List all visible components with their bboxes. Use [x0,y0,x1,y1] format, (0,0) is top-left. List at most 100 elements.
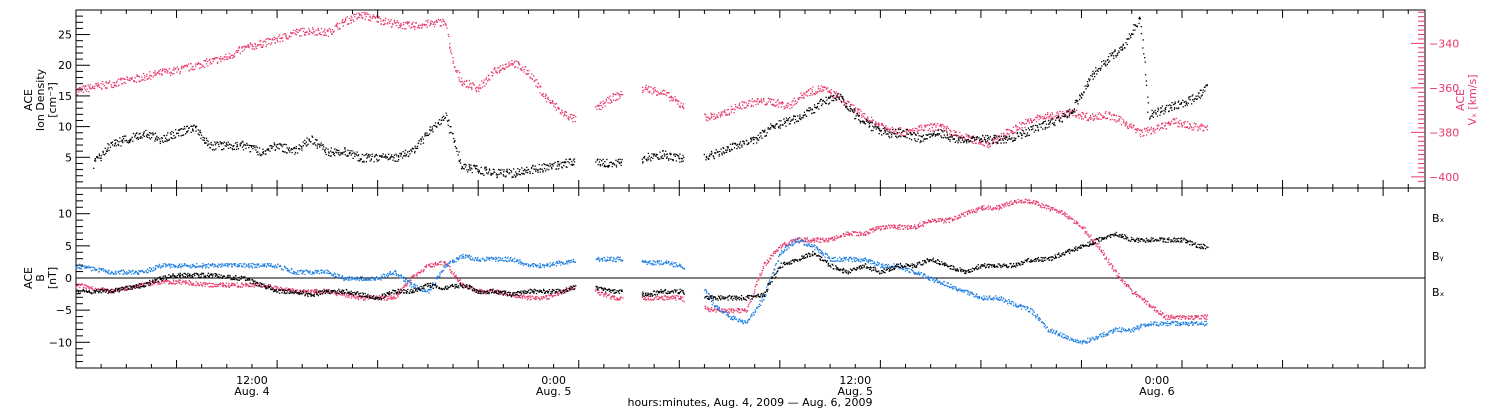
bz-point [530,298,532,301]
density-point [249,145,252,147]
density-point [521,173,524,175]
density-point [198,134,200,136]
bz-point [395,293,398,295]
vx-point [229,55,231,58]
vx-point [443,24,445,26]
bz-point [724,308,726,310]
vx-point [328,27,331,30]
density-point [874,125,876,128]
bz-point [449,266,451,268]
vx-point [965,133,967,135]
density-point [656,154,658,156]
density-point [915,134,917,136]
density-point [120,140,122,142]
density-point [1028,134,1030,137]
density-point [1071,109,1073,111]
vx-point [948,133,951,135]
vx-point [870,120,872,122]
bz-point [395,297,397,299]
density-point [752,142,755,145]
density-point [356,151,358,153]
density-point [320,144,322,146]
density-point [145,135,148,137]
bz-point [619,298,621,300]
bz-point [756,284,758,286]
bz-point [233,284,235,286]
vx-point [471,88,473,90]
density-point [818,102,820,104]
density-point [933,133,935,135]
bz-point [872,227,874,229]
density-point [332,153,335,155]
density-point [203,139,205,141]
vx-point [157,71,159,74]
density-point [805,115,808,117]
density-point [1030,129,1033,131]
bz-point [900,225,902,227]
density-point [952,138,954,140]
vx-point [932,129,934,132]
bz-point [536,298,538,300]
vx-point [429,23,432,25]
vx-point [260,46,262,48]
vx-point [750,100,752,102]
vx-point [848,101,850,103]
density-point [988,143,990,145]
vx-point [252,45,254,48]
density-point [148,131,151,134]
density-point [469,167,471,169]
bz-point [865,234,867,236]
vx-point [433,22,435,24]
bz-point [519,297,522,299]
vx-point [364,12,366,14]
vx-point [933,123,935,126]
vx-point [1051,112,1053,114]
vx-point [356,17,358,19]
bz-point [279,286,282,289]
bz-point [420,269,423,271]
bz-point [652,299,654,301]
vx-point [650,86,652,88]
density-point [741,146,743,148]
density-point [1144,74,1147,76]
density-point [806,109,808,112]
vx-point [794,100,797,102]
density-point [395,160,397,162]
vx-point [855,107,857,109]
vx-point [531,78,533,81]
bz-point [104,288,106,290]
density-point [1147,111,1149,113]
vx-point [1173,117,1175,120]
vx-point [736,106,738,108]
density-point [1111,54,1113,56]
density-point [859,120,862,123]
bz-point [348,294,350,297]
vx-point [670,97,673,99]
vx-point [445,25,447,27]
bz-point [775,250,777,252]
density-point [761,137,763,139]
vx-point [228,57,230,59]
density-point [619,158,621,160]
density-point [733,147,736,149]
bz-point [179,282,181,284]
vx-point [680,102,682,104]
density-point [422,142,425,144]
bz-point [397,292,399,295]
vx-point [374,16,376,18]
bz-point [516,296,518,298]
vx-point [81,87,83,89]
density-point [653,155,655,157]
density-point [677,155,679,157]
bz-point [567,288,569,290]
vx-point [858,112,860,114]
bz-point [802,240,804,243]
bz-point [228,286,231,288]
density-point [1000,135,1002,137]
vx-point [600,108,602,111]
density-point [468,165,471,167]
density-point [1114,50,1116,52]
vx-point [787,102,790,104]
density-point [496,174,498,176]
bz-point [566,288,568,290]
